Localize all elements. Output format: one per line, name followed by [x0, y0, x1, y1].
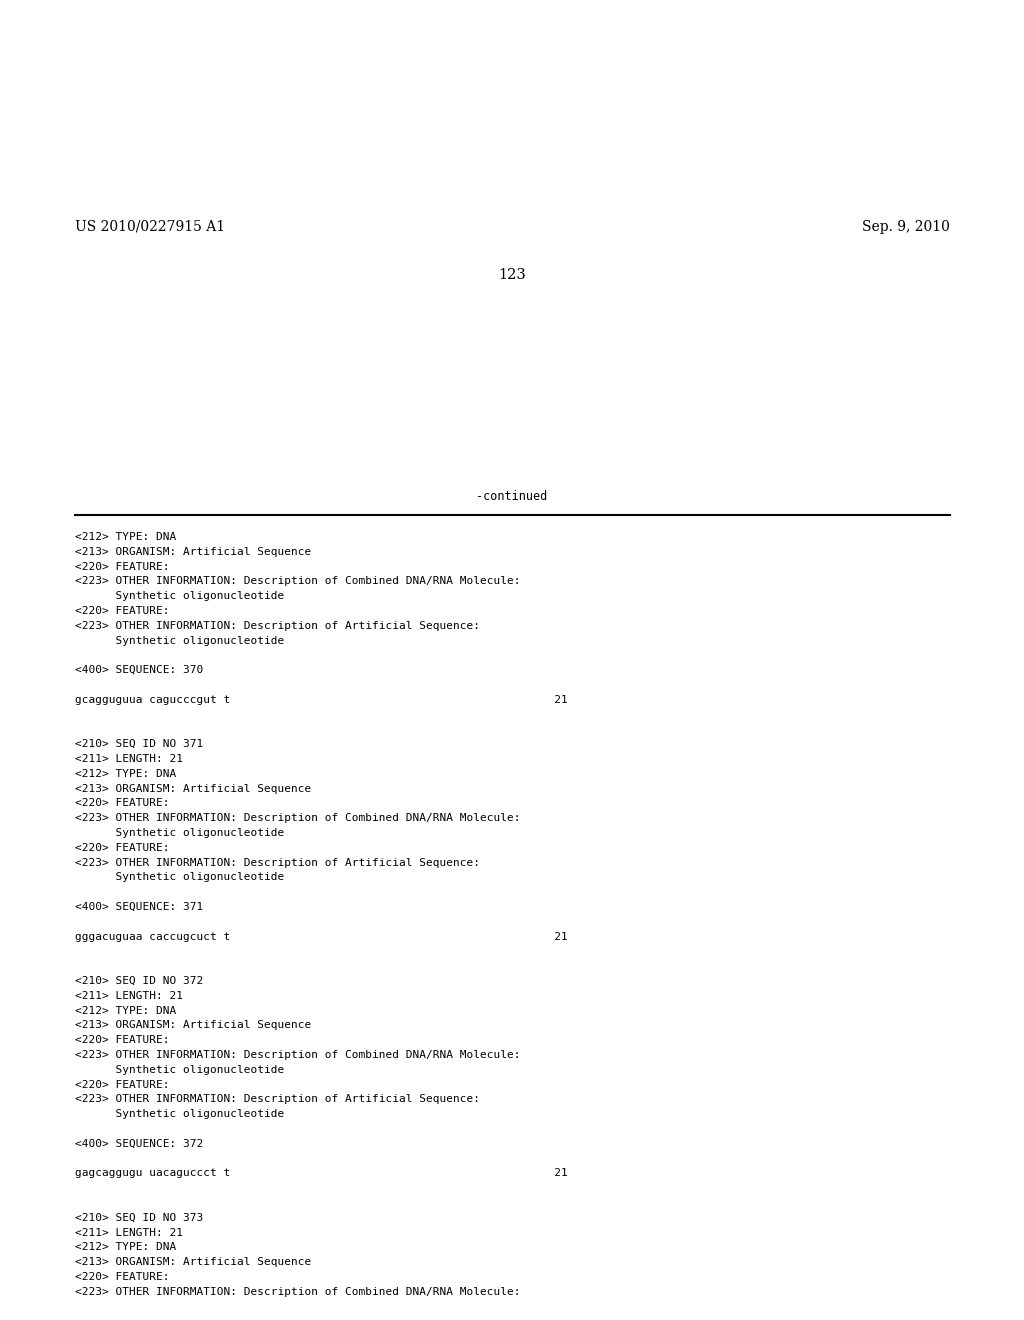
Text: -continued: -continued [476, 490, 548, 503]
Text: Sep. 9, 2010: Sep. 9, 2010 [862, 220, 950, 234]
Text: <213> ORGANISM: Artificial Sequence: <213> ORGANISM: Artificial Sequence [75, 1020, 311, 1031]
Text: <223> OTHER INFORMATION: Description of Combined DNA/RNA Molecule:: <223> OTHER INFORMATION: Description of … [75, 1049, 520, 1060]
Text: <220> FEATURE:: <220> FEATURE: [75, 799, 170, 808]
Text: <210> SEQ ID NO 371: <210> SEQ ID NO 371 [75, 739, 203, 750]
Text: <223> OTHER INFORMATION: Description of Combined DNA/RNA Molecule:: <223> OTHER INFORMATION: Description of … [75, 1287, 520, 1296]
Text: Synthetic oligonucleotide: Synthetic oligonucleotide [75, 1109, 285, 1119]
Text: <213> ORGANISM: Artificial Sequence: <213> ORGANISM: Artificial Sequence [75, 784, 311, 793]
Text: <211> LENGTH: 21: <211> LENGTH: 21 [75, 991, 183, 1001]
Text: <210> SEQ ID NO 372: <210> SEQ ID NO 372 [75, 975, 203, 986]
Text: <220> FEATURE:: <220> FEATURE: [75, 842, 170, 853]
Text: <400> SEQUENCE: 372: <400> SEQUENCE: 372 [75, 1139, 203, 1148]
Text: <220> FEATURE:: <220> FEATURE: [75, 561, 170, 572]
Text: <223> OTHER INFORMATION: Description of Artificial Sequence:: <223> OTHER INFORMATION: Description of … [75, 1094, 480, 1105]
Text: <213> ORGANISM: Artificial Sequence: <213> ORGANISM: Artificial Sequence [75, 1257, 311, 1267]
Text: <400> SEQUENCE: 371: <400> SEQUENCE: 371 [75, 902, 203, 912]
Text: Synthetic oligonucleotide: Synthetic oligonucleotide [75, 591, 285, 601]
Text: gggacuguaa caccugcuct t                                                21: gggacuguaa caccugcuct t 21 [75, 932, 567, 941]
Text: <211> LENGTH: 21: <211> LENGTH: 21 [75, 1228, 183, 1238]
Text: US 2010/0227915 A1: US 2010/0227915 A1 [75, 220, 225, 234]
Text: <212> TYPE: DNA: <212> TYPE: DNA [75, 532, 176, 543]
Text: <220> FEATURE:: <220> FEATURE: [75, 1080, 170, 1089]
Text: Synthetic oligonucleotide: Synthetic oligonucleotide [75, 828, 285, 838]
Text: Synthetic oligonucleotide: Synthetic oligonucleotide [75, 873, 285, 882]
Text: <211> LENGTH: 21: <211> LENGTH: 21 [75, 754, 183, 764]
Text: gcagguguua cagucccgut t                                                21: gcagguguua cagucccgut t 21 [75, 694, 567, 705]
Text: <223> OTHER INFORMATION: Description of Combined DNA/RNA Molecule:: <223> OTHER INFORMATION: Description of … [75, 813, 520, 824]
Text: <223> OTHER INFORMATION: Description of Artificial Sequence:: <223> OTHER INFORMATION: Description of … [75, 858, 480, 867]
Text: <223> OTHER INFORMATION: Description of Artificial Sequence:: <223> OTHER INFORMATION: Description of … [75, 620, 480, 631]
Text: <220> FEATURE:: <220> FEATURE: [75, 1035, 170, 1045]
Text: 123: 123 [498, 268, 526, 282]
Text: <212> TYPE: DNA: <212> TYPE: DNA [75, 1242, 176, 1253]
Text: gagcaggugu uacaguccct t                                                21: gagcaggugu uacaguccct t 21 [75, 1168, 567, 1179]
Text: <212> TYPE: DNA: <212> TYPE: DNA [75, 768, 176, 779]
Text: <210> SEQ ID NO 373: <210> SEQ ID NO 373 [75, 1213, 203, 1222]
Text: <400> SEQUENCE: 370: <400> SEQUENCE: 370 [75, 665, 203, 676]
Text: <220> FEATURE:: <220> FEATURE: [75, 1272, 170, 1282]
Text: Synthetic oligonucleotide: Synthetic oligonucleotide [75, 636, 285, 645]
Text: <223> OTHER INFORMATION: Description of Combined DNA/RNA Molecule:: <223> OTHER INFORMATION: Description of … [75, 577, 520, 586]
Text: <213> ORGANISM: Artificial Sequence: <213> ORGANISM: Artificial Sequence [75, 546, 311, 557]
Text: <212> TYPE: DNA: <212> TYPE: DNA [75, 1006, 176, 1015]
Text: <220> FEATURE:: <220> FEATURE: [75, 606, 170, 616]
Text: Synthetic oligonucleotide: Synthetic oligonucleotide [75, 1065, 285, 1074]
